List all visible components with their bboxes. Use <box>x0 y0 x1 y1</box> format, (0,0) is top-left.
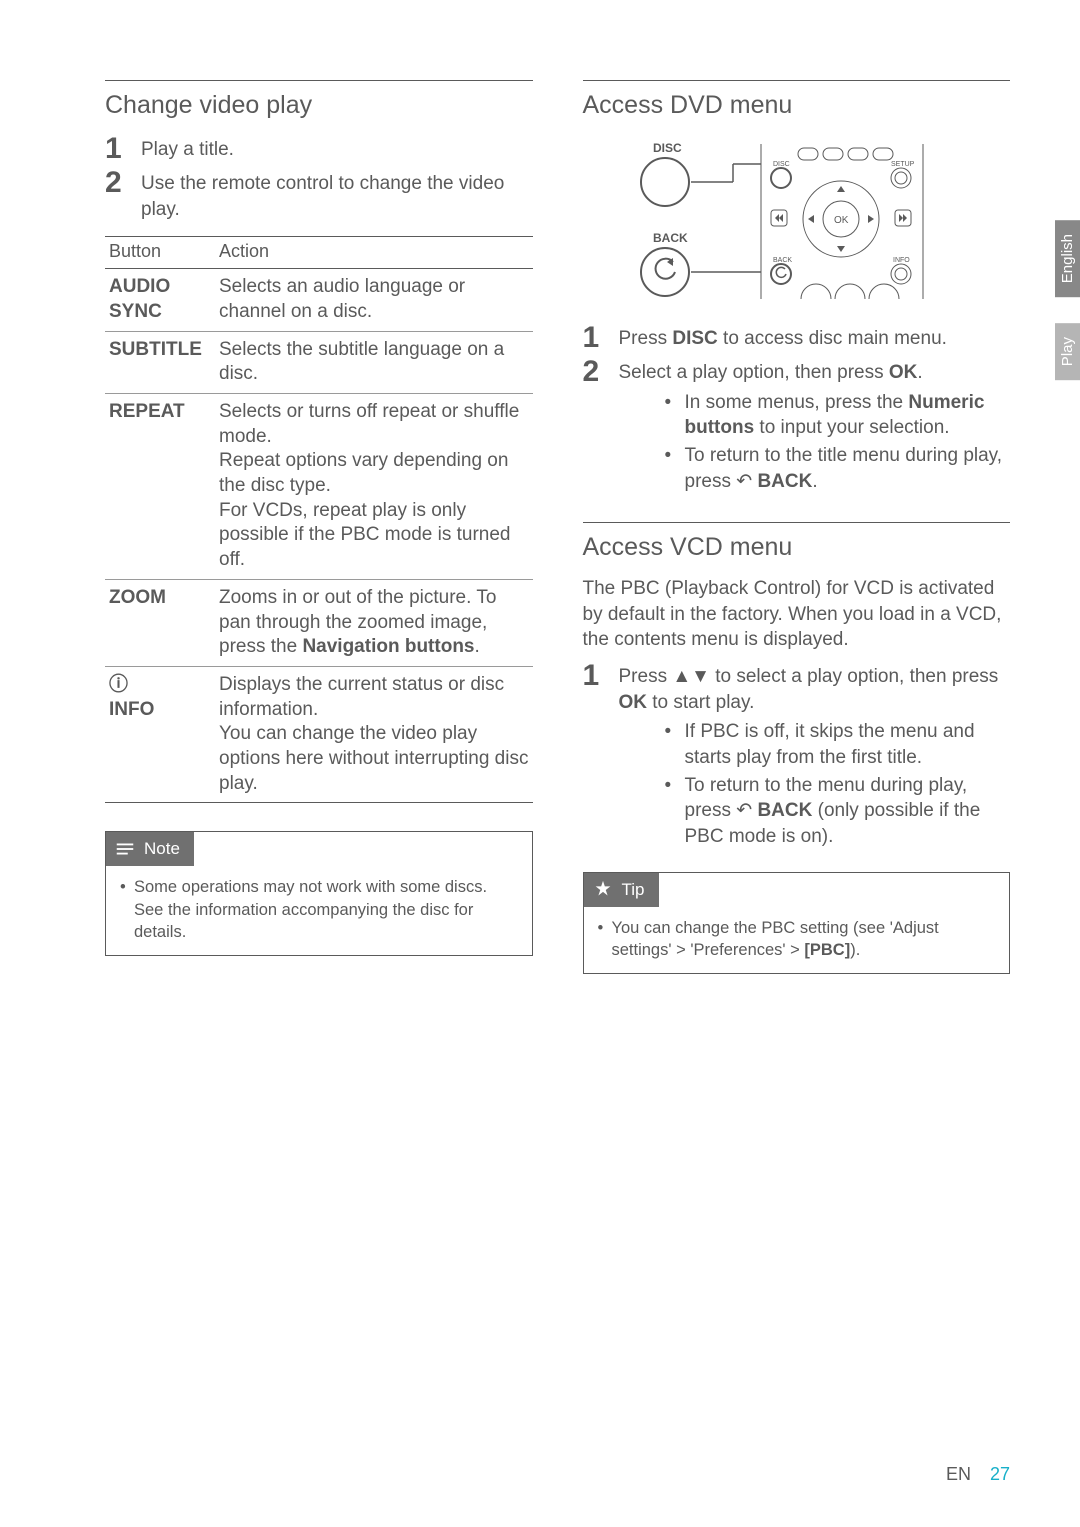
heading-access-dvd: Access DVD menu <box>583 91 1011 120</box>
table-row: ⓘINFODisplays the current status or disc… <box>105 666 533 802</box>
step-text: Press ▲▼ to select a play option, then p… <box>619 661 1011 715</box>
table-row: REPEATSelects or turns off repeat or shu… <box>105 394 533 580</box>
table-row: ZOOMZooms in or out of the picture. To p… <box>105 579 533 666</box>
table-row: SUBTITLESelects the subtitle language on… <box>105 331 533 393</box>
dvd-step-1: 1 Press DISC to access disc main menu. <box>583 323 1011 353</box>
step-text: Use the remote control to change the vid… <box>141 168 533 222</box>
bullet-item: To return to the title menu during play,… <box>655 443 1011 494</box>
tip-item: You can change the PBC setting (see 'Adj… <box>598 917 996 962</box>
vcd-intro: The PBC (Playback Control) for VCD is ac… <box>583 576 1011 653</box>
svg-text:DISC: DISC <box>773 161 790 168</box>
step-number: 2 <box>583 357 619 387</box>
svg-text:SETUP: SETUP <box>891 161 915 168</box>
col-action: Action <box>215 237 533 269</box>
action-cell: Selects the subtitle language on a disc. <box>215 331 533 393</box>
svg-text:BACK: BACK <box>773 257 792 264</box>
right-column: Access DVD menu DISC BACK <box>583 80 1011 974</box>
button-cell: REPEAT <box>105 394 215 580</box>
action-cell: Zooms in or out of the picture. To pan t… <box>215 579 533 666</box>
tip-tab: Tip <box>584 873 659 907</box>
footer-page: 27 <box>990 1464 1010 1484</box>
sub-bullets: In some menus, press the Numeric buttons… <box>619 390 1011 495</box>
page-footer: EN 27 <box>946 1464 1010 1485</box>
button-cell: AUDIOSYNC <box>105 269 215 331</box>
step-text: Play a title. <box>141 134 234 163</box>
svg-text:INFO: INFO <box>893 257 910 264</box>
footer-lang: EN <box>946 1464 971 1484</box>
note-item: Some operations may not work with some d… <box>120 876 518 943</box>
vcd-steps: 1 Press ▲▼ to select a play option, then… <box>583 661 1011 851</box>
steps-list: 1 Play a title. 2 Use the remote control… <box>105 134 533 222</box>
bullet-item: To return to the menu during play, press… <box>655 773 1011 850</box>
action-cell: Selects an audio language or channel on … <box>215 269 533 331</box>
button-cell: ZOOM <box>105 579 215 666</box>
bullet-item: In some menus, press the Numeric buttons… <box>655 390 1011 441</box>
action-cell: Selects or turns off repeat or shuffle m… <box>215 394 533 580</box>
step-2: 2 Use the remote control to change the v… <box>105 168 533 222</box>
note-label: Note <box>144 839 180 859</box>
side-tab-english: English <box>1055 220 1080 297</box>
remote-diagram: DISC BACK DIS <box>623 134 1011 309</box>
heading-access-vcd: Access VCD menu <box>583 533 1011 562</box>
tip-label: Tip <box>622 880 645 900</box>
disc-label: DISC <box>653 141 682 155</box>
button-cell: ⓘINFO <box>105 666 215 802</box>
tip-icon <box>592 879 614 901</box>
note-icon <box>114 838 136 860</box>
step-1: 1 Play a title. <box>105 134 533 164</box>
bullet-item: If PBC is off, it skips the menu and sta… <box>655 719 1011 770</box>
rule <box>105 80 533 81</box>
left-column: Change video play 1 Play a title. 2 Use … <box>105 80 533 974</box>
button-cell: SUBTITLE <box>105 331 215 393</box>
step-number: 2 <box>105 168 141 198</box>
step-number: 1 <box>105 134 141 164</box>
ok-label: OK <box>834 215 849 226</box>
vcd-step-1: 1 Press ▲▼ to select a play option, then… <box>583 661 1011 851</box>
button-action-table: Button Action AUDIOSYNCSelects an audio … <box>105 236 533 803</box>
step-number: 1 <box>583 323 619 353</box>
note-tab: Note <box>106 832 194 866</box>
tip-box: Tip You can change the PBC setting (see … <box>583 872 1011 975</box>
table-row: AUDIOSYNCSelects an audio language or ch… <box>105 269 533 331</box>
action-cell: Displays the current status or disc info… <box>215 666 533 802</box>
back-label: BACK <box>653 231 688 245</box>
rule <box>583 80 1011 81</box>
dvd-steps: 1 Press DISC to access disc main menu. 2… <box>583 323 1011 496</box>
note-box: Note Some operations may not work with s… <box>105 831 533 956</box>
step-number: 1 <box>583 661 619 691</box>
side-tabs: English Play <box>1055 220 1080 380</box>
rule <box>583 522 1011 523</box>
dvd-step-2: 2 Select a play option, then press OK. I… <box>583 357 1011 496</box>
sub-bullets: If PBC is off, it skips the menu and sta… <box>619 719 1011 849</box>
step-text: Select a play option, then press OK. <box>619 357 1011 386</box>
heading-change-video-play: Change video play <box>105 91 533 120</box>
step-text: Press DISC to access disc main menu. <box>619 323 947 352</box>
col-button: Button <box>105 237 215 269</box>
side-tab-play: Play <box>1055 323 1080 380</box>
